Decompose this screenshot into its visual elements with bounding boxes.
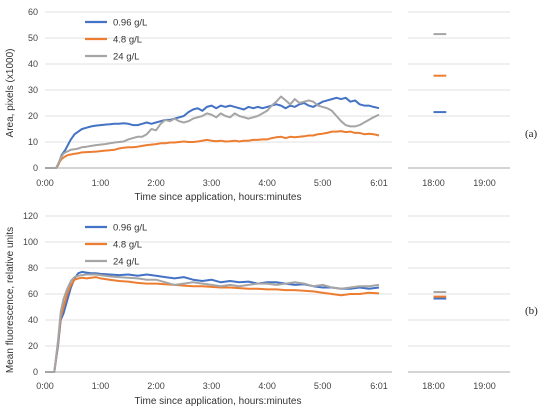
x-tick-label: 5:00: [314, 381, 332, 391]
legend-label: 24 g/L: [113, 257, 139, 268]
series-line-2: [45, 95, 380, 169]
y-tick-labels-a: 0 10 20 30 40 50 60: [28, 7, 38, 173]
series-line-0: [45, 96, 380, 169]
y-tick-label: 60: [28, 7, 38, 17]
x-tick-label: 6:01: [370, 178, 388, 188]
y-tick-label: 0: [33, 163, 38, 173]
x-tick-label: 0:00: [36, 381, 54, 391]
y-tick-label: 20: [28, 111, 38, 121]
x-tick-label: 5:00: [314, 178, 332, 188]
gridlines-a: [45, 11, 510, 143]
x-tick-labels-b: 0:00 1:00 2:00 3:00 4:00 5:00 6:01: [36, 381, 388, 391]
legend-label: 24 g/L: [113, 52, 139, 63]
y-tick-label: 80: [28, 263, 38, 273]
y-tick-label: 0: [33, 367, 38, 377]
x-tick-label: 4:00: [258, 381, 276, 391]
break-x-tick-label: 19:00: [473, 178, 496, 188]
legend-label: 4.8 g/L: [113, 35, 142, 46]
series-lines-b: [45, 270, 447, 373]
x-axis-label-a: Time since application, hours:minutes: [135, 192, 302, 203]
y-tick-label: 30: [28, 85, 38, 95]
x-tick-label: 1:00: [92, 178, 110, 188]
x-tick-label: 4:00: [258, 178, 276, 188]
y-axis-label-a: Area, pixels (x1000): [5, 49, 16, 138]
panel-label-b: (b): [525, 305, 538, 317]
break-x-tick-labels-b: 18:00 19:00: [422, 381, 496, 391]
legend-b: 0.96 g/L 4.8 g/L 24 g/L: [85, 223, 147, 268]
y-tick-label: 20: [28, 341, 38, 351]
break-x-tick-label: 18:00: [422, 381, 445, 391]
y-tick-labels-b: 0 20 40 60 80 100 120: [23, 211, 38, 377]
series-lines-a: [45, 33, 447, 169]
panel-label-a: (a): [525, 128, 538, 140]
x-tick-label: 1:00: [92, 381, 110, 391]
x-tick-label: 2:00: [147, 178, 165, 188]
break-x-tick-label: 18:00: [422, 178, 445, 188]
chart-panel-b: 0 20 40 60 80 100 120 0:00 1:00 2:00 3:00 4:00 5:00…: [5, 211, 538, 407]
y-axis-label-b: Mean fluorescence, relative units: [5, 227, 16, 373]
series-line-2: [45, 273, 380, 373]
series-line-1: [45, 130, 380, 169]
series-line-1: [45, 276, 380, 373]
x-axis-label-b: Time since application, hours:minutes: [135, 396, 302, 407]
legend-label: 0.96 g/L: [113, 223, 147, 234]
y-tick-label: 40: [28, 59, 38, 69]
legend-label: 4.8 g/L: [113, 240, 142, 251]
x-tick-labels-a: 0:00 1:00 2:00 3:00 4:00 5:00 6:01: [36, 178, 388, 188]
chart-panel-a: 0 10 20 30 40 50 60 0:00 1:00 2:00 3:00 4:00 5:00 6:…: [5, 7, 538, 203]
x-tick-label: 6:01: [370, 381, 388, 391]
x-tick-label: 0:00: [36, 178, 54, 188]
y-tick-label: 40: [28, 315, 38, 325]
y-tick-label: 60: [28, 289, 38, 299]
x-tick-label: 3:00: [203, 178, 221, 188]
gridlines-b: [45, 215, 510, 347]
y-tick-label: 10: [28, 137, 38, 147]
x-tick-label: 2:00: [147, 381, 165, 391]
legend-label: 0.96 g/L: [113, 18, 147, 29]
x-tick-label: 3:00: [203, 381, 221, 391]
break-x-tick-label: 19:00: [473, 381, 496, 391]
y-tick-label: 100: [23, 237, 38, 247]
break-x-tick-labels-a: 18:00 19:00: [422, 178, 496, 188]
y-tick-label: 120: [23, 211, 38, 221]
legend-a: 0.96 g/L 4.8 g/L 24 g/L: [85, 18, 147, 63]
y-tick-label: 50: [28, 33, 38, 43]
